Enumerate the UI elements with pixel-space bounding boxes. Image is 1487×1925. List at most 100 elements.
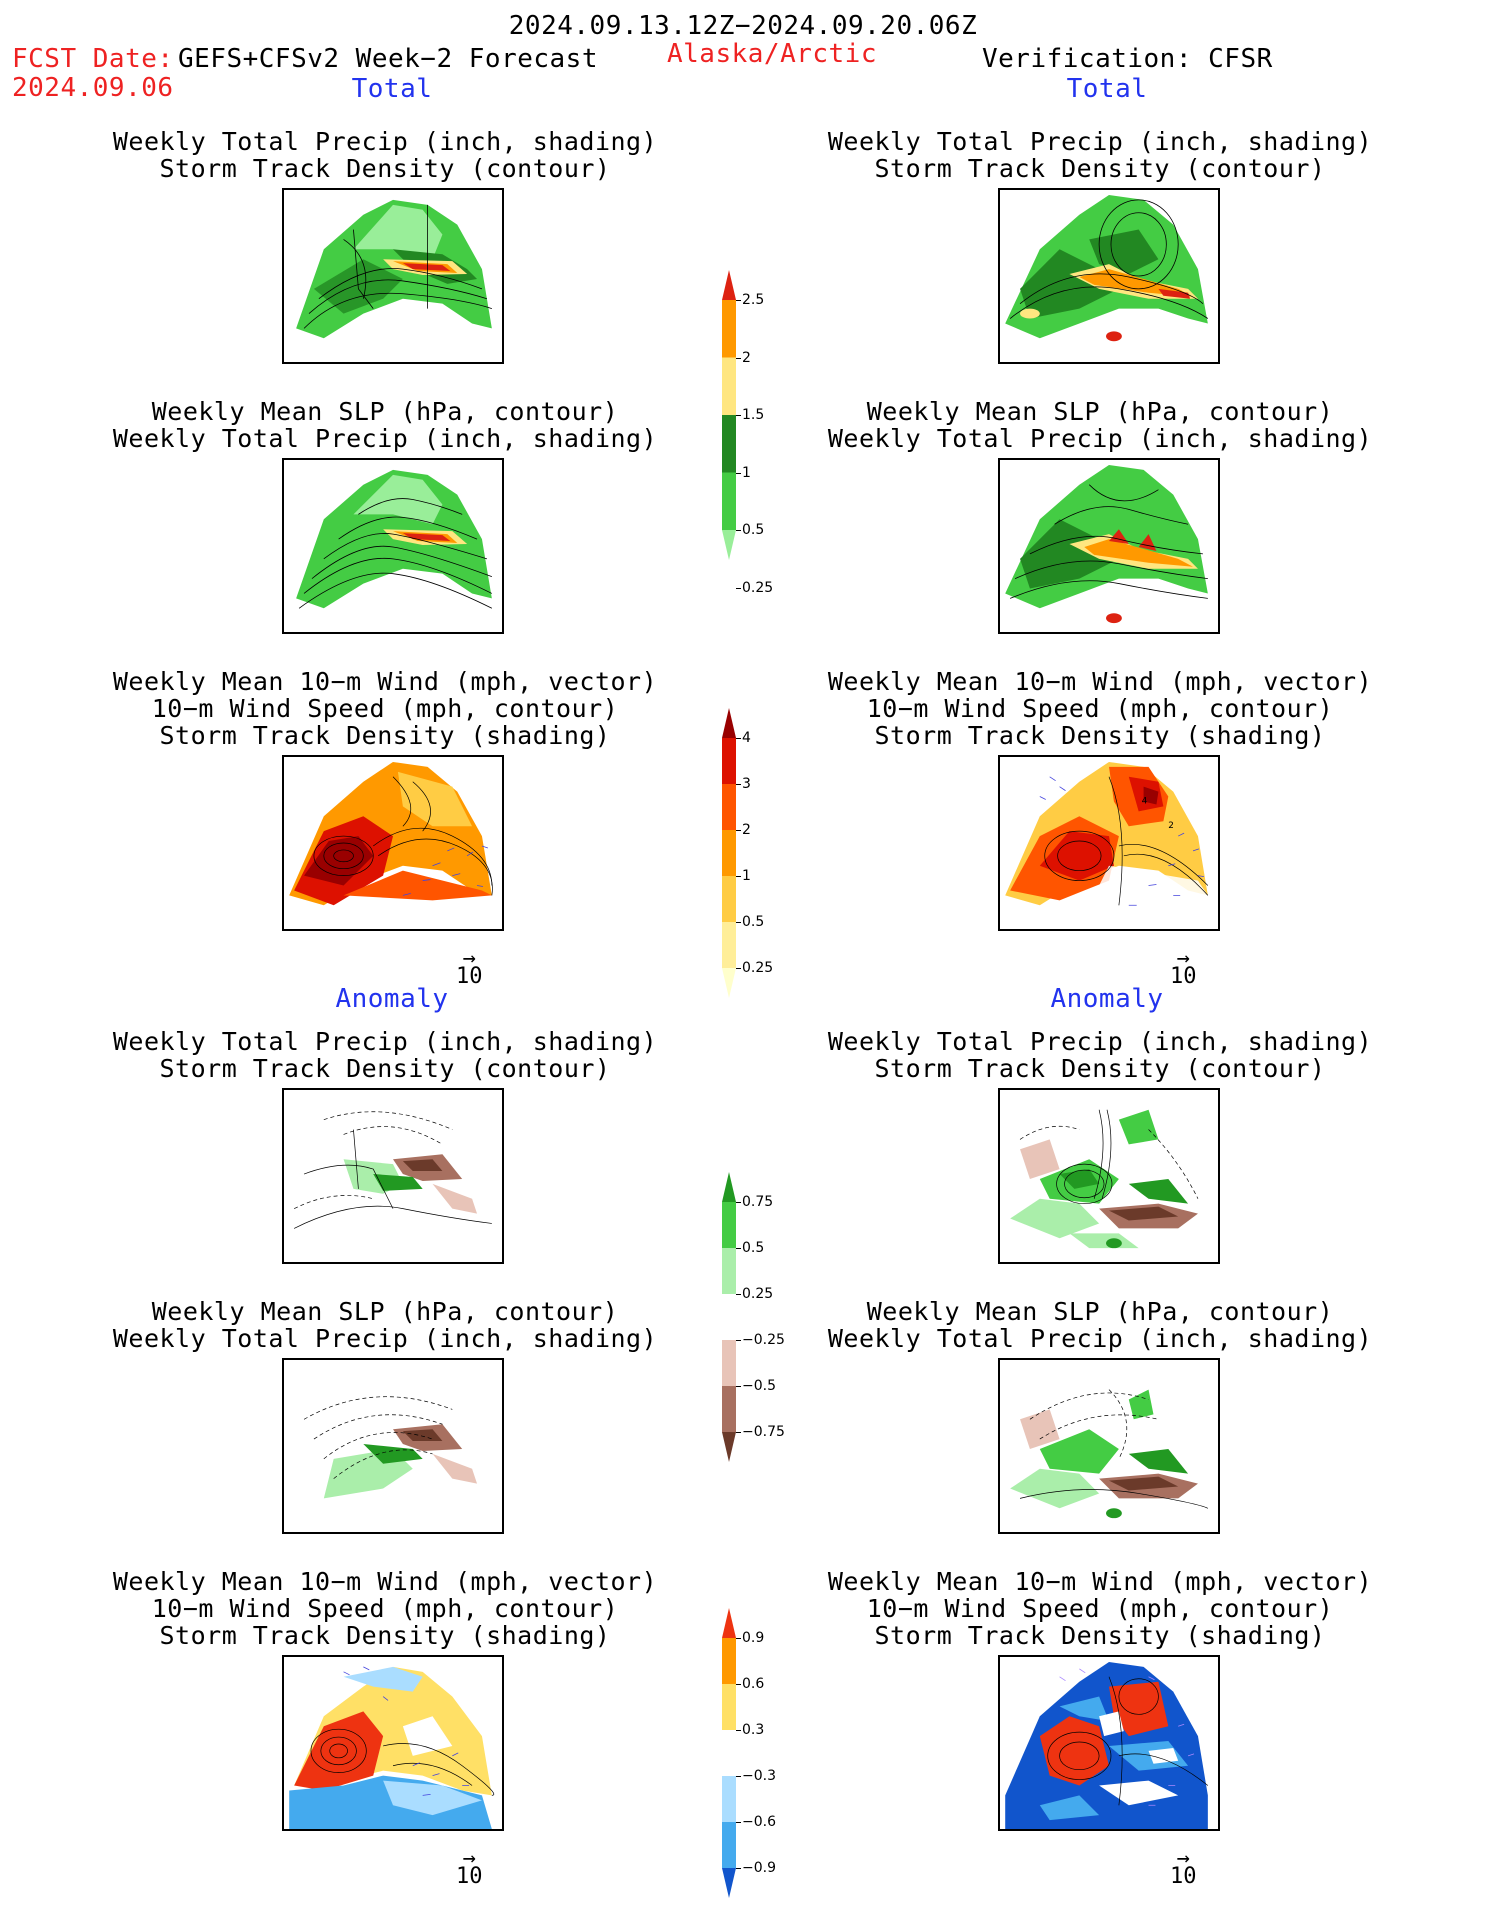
right-arrow-icon: → bbox=[1176, 946, 1190, 971]
colorbar-tick-label: 4 bbox=[742, 730, 751, 746]
colorbar-top-cap bbox=[722, 1608, 736, 1638]
colorbar-tick-label: 0.25 bbox=[742, 579, 774, 596]
colorbar-segment bbox=[722, 357, 736, 416]
title-fcst-precip-track: Weekly Total Precip (inch, shading) Storm… bbox=[112, 127, 658, 183]
title-obs-anom-slp-precip: Weekly Mean SLP (hPa, contour) Weekly Tot… bbox=[827, 1297, 1373, 1353]
colorbar-segment bbox=[722, 1340, 736, 1387]
colorbar-svg bbox=[722, 1172, 736, 1462]
title-obs-anom-precip-track: Weekly Total Precip (inch, shading) Storm… bbox=[827, 1027, 1373, 1083]
colorbar-tick bbox=[736, 1776, 741, 1777]
colorbar-tick bbox=[736, 1386, 741, 1387]
colorbar-tick bbox=[736, 784, 741, 785]
title-obs-anom-wind-track: Weekly Mean 10−m Wind (mph, vector) 10−m … bbox=[827, 1567, 1373, 1650]
colorbar-tick-label: −0.6 bbox=[742, 1814, 776, 1830]
colorbar-tick bbox=[736, 1432, 741, 1433]
model-label: GEFS+CFSv2 Week−2 Forecast bbox=[178, 44, 598, 74]
colorbar-tick bbox=[736, 1730, 741, 1731]
colorbar-tick-label: 0.75 bbox=[742, 1194, 774, 1210]
colorbar-tick-label: 0.25 bbox=[742, 1286, 774, 1302]
colorbar-segment bbox=[722, 1294, 736, 1341]
title-obs-slp-precip: Weekly Mean SLP (hPa, contour) Weekly Tot… bbox=[827, 397, 1373, 453]
colorbar-tick bbox=[736, 357, 741, 359]
colorbar-segment bbox=[722, 1684, 736, 1731]
fcst-date: 2024.09.06 bbox=[12, 73, 174, 103]
section-anomaly-right: Anomaly bbox=[1050, 984, 1164, 1014]
right-arrow-icon: → bbox=[462, 946, 476, 971]
valid-period: 2024.09.13.12Z−2024.09.20.06Z bbox=[508, 11, 978, 41]
title-obs-precip-track: Weekly Total Precip (inch, shading) Storm… bbox=[827, 127, 1373, 183]
colorbar-segment bbox=[722, 1776, 736, 1823]
colorbar-tick bbox=[736, 1638, 741, 1639]
colorbar-tick-label: 0.3 bbox=[742, 1722, 765, 1738]
map-obs-slp-precip bbox=[998, 458, 1220, 634]
colorbar-tick-label: −0.5 bbox=[742, 1378, 776, 1394]
colorbar-tick bbox=[736, 1822, 741, 1823]
colorbar-segment bbox=[722, 876, 736, 923]
section-anomaly-left: Anomaly bbox=[335, 984, 449, 1014]
map-fcst-anom-slp-precip bbox=[282, 1358, 504, 1534]
map-obs-anom-precip-track bbox=[998, 1088, 1220, 1264]
colorbar-tick-label: 3 bbox=[742, 776, 751, 792]
colorbar-segment bbox=[722, 784, 736, 831]
colorbar-segment bbox=[722, 1822, 736, 1869]
colorbar-bottom-cap bbox=[722, 1432, 736, 1462]
colorbar-tick-label: 1 bbox=[742, 464, 751, 481]
title-fcst-anom-slp-precip: Weekly Mean SLP (hPa, contour) Weekly Tot… bbox=[112, 1297, 658, 1353]
map-fcst-slp-precip bbox=[282, 458, 504, 634]
right-arrow-icon: → bbox=[462, 1846, 476, 1871]
colorbar-tick bbox=[736, 876, 741, 877]
region-label: Alaska/Arctic bbox=[667, 39, 877, 69]
vector-ref-fcst-total: → 10 bbox=[456, 946, 483, 989]
colorbar-tick bbox=[736, 1684, 741, 1685]
colorbar-segment bbox=[722, 300, 736, 358]
verification-label: Verification: CFSR bbox=[982, 44, 1273, 74]
colorbar-tick bbox=[736, 830, 741, 831]
colorbar-tick bbox=[736, 530, 741, 531]
title-fcst-slp-precip: Weekly Mean SLP (hPa, contour) Weekly Tot… bbox=[112, 397, 658, 453]
colorbar-top-cap bbox=[722, 270, 736, 300]
track-label-4: 4 bbox=[1142, 796, 1148, 806]
vector-ref-obs-anom: → 10 bbox=[1170, 1846, 1197, 1889]
colorbar-svg bbox=[722, 270, 736, 560]
colorbar-tick bbox=[736, 415, 741, 416]
colorbar-tick bbox=[736, 587, 741, 589]
colorbar-tick-label: 0.5 bbox=[742, 914, 765, 930]
vector-ref-fcst-anom: → 10 bbox=[456, 1846, 483, 1889]
colorbar-tick-label: 2.5 bbox=[742, 292, 765, 308]
colorbar-bottom-cap bbox=[722, 1868, 736, 1898]
colorbar-tick bbox=[736, 1248, 741, 1249]
colorbar-tick bbox=[736, 472, 741, 474]
section-total-right: Total bbox=[1066, 74, 1148, 104]
colorbar-tick-label: −0.3 bbox=[742, 1768, 776, 1784]
colorbar-top-cap bbox=[722, 708, 736, 738]
colorbar-segment bbox=[722, 1386, 736, 1433]
precip-track-map-svg bbox=[296, 199, 492, 339]
title-obs-wind-track: Weekly Mean 10−m Wind (mph, vector) 10−m … bbox=[827, 667, 1373, 750]
colorbar-tick-label: −0.25 bbox=[742, 1332, 785, 1348]
colorbar-tick-label: −0.9 bbox=[742, 1860, 776, 1876]
map-fcst-precip-track bbox=[282, 188, 504, 364]
title-fcst-wind-track: Weekly Mean 10−m Wind (mph, vector) 10−m … bbox=[112, 667, 658, 750]
colorbar-segment bbox=[722, 830, 736, 877]
colorbar-tick-label: 0.25 bbox=[742, 960, 774, 976]
map-fcst-anom-wind-track bbox=[282, 1655, 504, 1831]
colorbar-tick-label: 0.9 bbox=[742, 1630, 765, 1646]
map-obs-precip-track bbox=[998, 188, 1220, 364]
colorbar-tick bbox=[736, 1868, 741, 1869]
colorbar-segment bbox=[722, 415, 736, 473]
colorbar-tick-label: 0.5 bbox=[742, 1240, 765, 1256]
colorbar-precip-anom: 0.75 0.5 0.25 −0.25 −0.5 −0.75 bbox=[720, 1172, 800, 1462]
colorbar-segment bbox=[722, 1248, 736, 1295]
colorbar-tick-label: −0.75 bbox=[742, 1424, 785, 1440]
colorbar-tick bbox=[736, 300, 741, 301]
colorbar-precip-total: 2.5 2 1.5 1 0.5 0.25 bbox=[720, 270, 790, 595]
colorbar-track-total: 4 3 2 1 0.5 0.25 bbox=[720, 708, 790, 998]
title-fcst-anom-precip-track: Weekly Total Precip (inch, shading) Storm… bbox=[112, 1027, 658, 1083]
colorbar-tick-label: 1 bbox=[742, 868, 751, 884]
map-obs-anom-wind-track bbox=[998, 1655, 1220, 1831]
map-fcst-anom-precip-track bbox=[282, 1088, 504, 1264]
colorbar-top-cap bbox=[722, 1172, 736, 1202]
title-fcst-anom-wind-track: Weekly Mean 10−m Wind (mph, vector) 10−m … bbox=[112, 1567, 658, 1650]
section-total-left: Total bbox=[351, 74, 433, 104]
colorbar-tick-label: 1.5 bbox=[742, 407, 765, 423]
